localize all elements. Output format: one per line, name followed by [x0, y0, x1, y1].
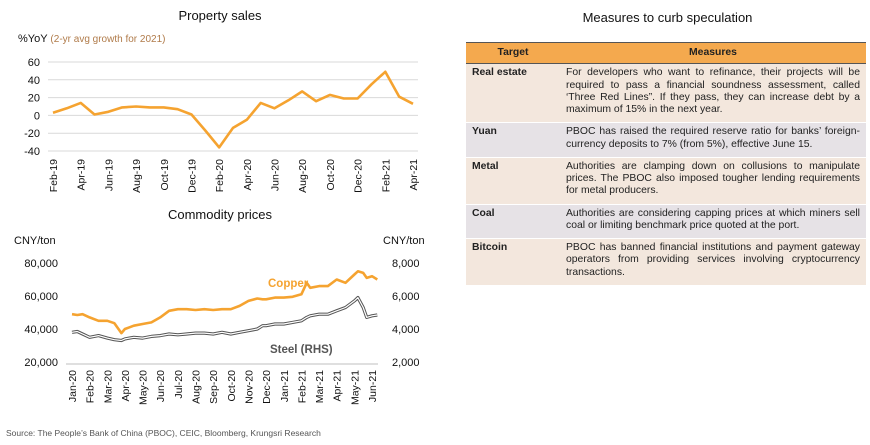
x-tick-label: Nov-20	[243, 370, 255, 404]
steel-line-outline	[71, 295, 378, 343]
x-tick-label: Feb-20	[85, 370, 97, 403]
property-sales-line	[52, 70, 414, 149]
row-target: Metal	[466, 157, 560, 205]
row-target: Bitcoin	[466, 238, 560, 286]
x-tick-label: Jun-20	[155, 370, 167, 402]
property-ylabel-note: (2-yr avg growth for 2021)	[50, 34, 165, 45]
property-sales-chart: %YoY (2-yr avg growth for 2021) -40 -20 0 20…	[18, 33, 420, 193]
x-tick-label: Feb-21	[380, 159, 392, 192]
x-tick-label: Apr-19	[76, 159, 88, 191]
table-row: Metal Authorities are clamping down on c…	[466, 157, 866, 205]
x-tick-label: Aug-20	[297, 159, 309, 193]
row-target: Real estate	[466, 63, 560, 124]
row-measure: Authorities are clamping down on collusi…	[560, 157, 866, 205]
x-tick-label: Dec-19	[186, 159, 198, 193]
x-tick-label: Jun-21	[367, 370, 379, 402]
commodity-prices-chart: CNY/ton CNY/ton 20,000 40,000 60,000 80,000 2,…	[14, 235, 425, 405]
measures-table: Target Measures Real estate For develope…	[466, 41, 866, 286]
y-tick-label-right: 4,000	[392, 324, 420, 336]
x-tick-label: Sep-20	[208, 370, 220, 404]
commodity-chart-title: Commodity prices	[167, 207, 273, 222]
x-tick-label: Jan-21	[279, 370, 291, 402]
x-tick-label: Jul-20	[173, 370, 185, 399]
x-tick-label: Dec-20	[353, 159, 365, 193]
row-measure: For developers who want to refinance, th…	[560, 63, 866, 124]
x-tick-label: Oct-19	[159, 159, 171, 191]
row-target: Yuan	[466, 122, 560, 158]
row-measure: PBOC has banned financial institutions a…	[560, 238, 866, 286]
steel-series-label: Steel (RHS)	[270, 344, 333, 356]
property-chart-title: Property sales	[178, 8, 262, 23]
commodity-ylabel-left: CNY/ton	[14, 235, 56, 247]
row-target: Coal	[466, 204, 560, 240]
y-tick-label-left: 20,000	[24, 357, 58, 369]
x-tick-label: Apr-20	[120, 370, 132, 402]
y-tick-label: -20	[24, 128, 40, 140]
y-tick-label-left: 80,000	[24, 258, 58, 270]
x-tick-label: Jun-19	[103, 159, 115, 191]
y-tick-label: 60	[28, 57, 40, 69]
property-ylabel: %YoY (2-yr avg growth for 2021)	[18, 33, 165, 45]
table-row: Bitcoin PBOC has banned financial instit…	[466, 238, 866, 286]
row-measure: Authorities are considering capping pric…	[560, 204, 866, 240]
y-tick-label: 40	[28, 75, 40, 87]
steel-line-inner	[71, 296, 378, 342]
x-tick-label: Aug-20	[191, 370, 203, 404]
y-tick-label-right: 6,000	[392, 291, 420, 303]
y-tick-label-right: 8,000	[392, 258, 420, 270]
y-tick-label-left: 60,000	[24, 291, 58, 303]
copper-line	[71, 269, 378, 335]
x-tick-label: Feb-20	[214, 159, 226, 192]
table-row: Coal Authorities are considering capping…	[466, 204, 866, 240]
x-tick-label: Mar-20	[102, 370, 114, 403]
source-note: Source: The People’s Bank of China (PBOC…	[6, 428, 321, 438]
commodity-ylabel-right: CNY/ton	[383, 235, 425, 247]
table-row: Yuan PBOC has raised the required reserv…	[466, 122, 866, 158]
y-tick-label: 0	[34, 110, 40, 122]
x-tick-label: Feb-19	[48, 159, 60, 192]
x-tick-label: Apr-21	[332, 370, 344, 402]
col-measures-header: Measures	[560, 41, 866, 65]
x-tick-label: Apr-20	[242, 159, 254, 191]
y-tick-label-right: 2,000	[392, 357, 420, 369]
x-tick-label: Oct-20	[325, 159, 337, 191]
x-tick-label: May-21	[349, 370, 361, 405]
measures-title: Measures to curb speculation	[582, 10, 753, 25]
copper-series-label: Copper	[268, 278, 309, 290]
x-tick-label: Jan-20	[67, 370, 79, 402]
y-tick-label-left: 40,000	[24, 324, 58, 336]
y-tick-label: -40	[24, 146, 40, 158]
x-tick-label: Apr-21	[408, 159, 420, 191]
row-measure: PBOC has raised the required reserve rat…	[560, 122, 866, 158]
col-target-header: Target	[466, 41, 560, 65]
x-tick-label: Feb-21	[296, 370, 308, 403]
x-tick-label: May-20	[138, 370, 150, 405]
x-tick-label: Dec-20	[261, 370, 273, 404]
x-tick-label: Aug-19	[131, 159, 143, 193]
x-tick-label: Mar-21	[314, 370, 326, 403]
x-tick-label: Oct-20	[226, 370, 238, 402]
y-tick-label: 20	[28, 93, 40, 105]
table-row: Real estate For developers who want to r…	[466, 63, 866, 124]
x-tick-label: Jun-20	[270, 159, 282, 191]
